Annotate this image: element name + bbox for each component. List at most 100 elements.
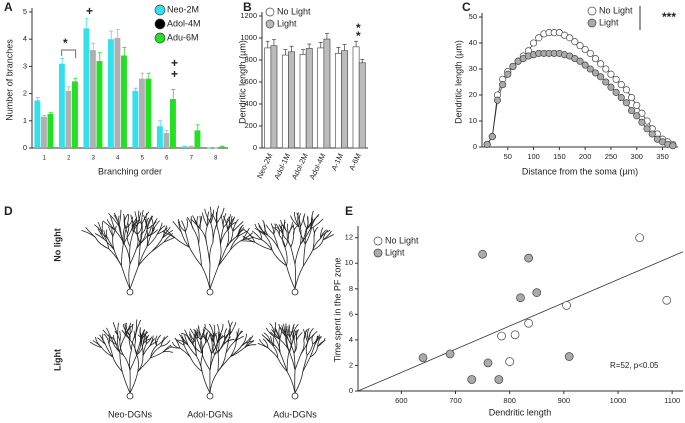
dendrite — [111, 336, 117, 345]
dendrite — [241, 240, 255, 243]
dendrite — [150, 351, 164, 359]
dendrite — [184, 218, 188, 232]
dendrite — [289, 352, 296, 371]
dendrite — [102, 329, 113, 340]
dendrite — [101, 347, 114, 358]
dendrite — [110, 216, 116, 231]
legend-label: No Light — [385, 235, 419, 245]
dendrite — [135, 339, 142, 354]
point — [494, 375, 504, 384]
soma — [206, 392, 214, 400]
dendrite — [187, 336, 194, 345]
legend-marker — [373, 248, 383, 258]
point — [497, 331, 506, 341]
dendrite — [119, 336, 126, 353]
bar — [323, 38, 331, 149]
point — [638, 118, 646, 126]
dendrite — [294, 371, 304, 394]
point — [418, 353, 428, 363]
dendrite — [128, 334, 132, 351]
legend-marker — [154, 18, 166, 30]
legend-marker — [587, 18, 597, 28]
dendrite — [289, 337, 292, 353]
dendrite — [265, 327, 275, 338]
dendrite — [181, 220, 186, 232]
x-tick-label: 4 — [116, 156, 120, 162]
dendrite — [312, 335, 319, 345]
dendrite — [286, 324, 290, 337]
dendrite — [140, 223, 143, 235]
dendrite — [306, 343, 314, 356]
dendrite — [198, 327, 202, 340]
legend-marker — [587, 6, 597, 16]
dendrite — [89, 341, 102, 348]
dendrite — [179, 333, 185, 346]
dendrite — [202, 212, 208, 227]
dendrite — [270, 341, 281, 354]
dendrite — [94, 224, 103, 234]
dendrite — [125, 213, 129, 229]
dendrite — [204, 332, 208, 343]
point — [633, 112, 641, 120]
dendrite — [286, 223, 290, 234]
legend-label: Adu-6M — [167, 32, 199, 42]
panel-label: D — [4, 204, 13, 218]
fit-line — [357, 251, 684, 392]
dendrite — [273, 226, 280, 236]
dendrite — [211, 341, 213, 354]
soma — [291, 288, 299, 296]
dendrite — [136, 340, 142, 356]
dendrite — [206, 214, 213, 227]
dendrite — [217, 352, 227, 372]
dendrite — [286, 351, 290, 372]
dendrite — [209, 242, 214, 265]
dendrite — [310, 218, 324, 230]
dendrite — [103, 238, 115, 251]
y-tick-label: 2 — [23, 89, 27, 98]
dendrite — [294, 353, 302, 371]
point — [648, 130, 656, 138]
x-tick-label: A-6M — [347, 152, 363, 172]
dendrite — [141, 343, 144, 356]
dendrite — [269, 331, 280, 340]
dendrite — [304, 226, 313, 245]
dendrite — [146, 336, 153, 345]
dendrite — [290, 215, 300, 228]
dendrite — [94, 236, 109, 250]
dendrite — [286, 325, 291, 338]
dendrite — [106, 219, 116, 231]
dendrite — [280, 219, 288, 233]
dendrite — [242, 227, 250, 240]
dendrite — [214, 343, 218, 355]
dendrite — [201, 333, 208, 342]
point — [510, 330, 520, 340]
bar — [145, 78, 152, 148]
dendrite — [162, 350, 174, 353]
dendrite — [303, 249, 314, 266]
y-tick-label: 0 — [253, 143, 257, 152]
dendrite — [138, 246, 148, 266]
bar — [83, 28, 90, 148]
dendrite — [242, 232, 253, 240]
x-tick-label: 6 — [165, 156, 169, 162]
dendrite — [283, 323, 288, 337]
x-tick-label: 100 — [527, 152, 540, 161]
y-tick-label: 2 — [349, 360, 353, 369]
dendrite — [142, 335, 146, 345]
dendrite — [192, 343, 197, 357]
dendrite — [223, 334, 229, 345]
point — [597, 73, 605, 81]
y-axis-label: Dendritic length (µm) — [453, 40, 463, 124]
point — [628, 107, 636, 115]
bar — [72, 81, 78, 148]
x-axis-label: Distance from the soma (µm) — [522, 166, 638, 176]
dendrite — [205, 334, 211, 344]
dendrite — [102, 233, 110, 249]
dendrite — [228, 321, 233, 336]
dendrite — [286, 336, 290, 352]
legend-label: Adol-4M — [167, 18, 201, 28]
dendrite — [156, 222, 163, 235]
dendrite — [189, 328, 198, 340]
dendrite — [140, 329, 146, 341]
y-axis-label: Time spent in the PF zone — [332, 258, 342, 363]
